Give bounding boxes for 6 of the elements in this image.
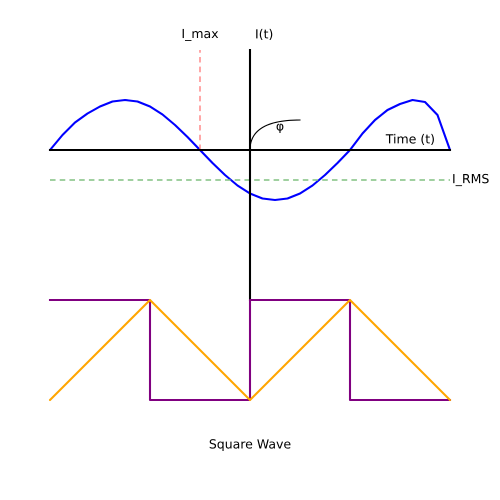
y-axis-title: I(t) [256,28,272,40]
text: I_max [182,28,218,41]
ref-line-label: I_RMS [453,174,489,186]
text: Square Wave [210,439,290,452]
x-axis-title: Time (t) [386,134,434,146]
annotation: φ [276,124,284,134]
